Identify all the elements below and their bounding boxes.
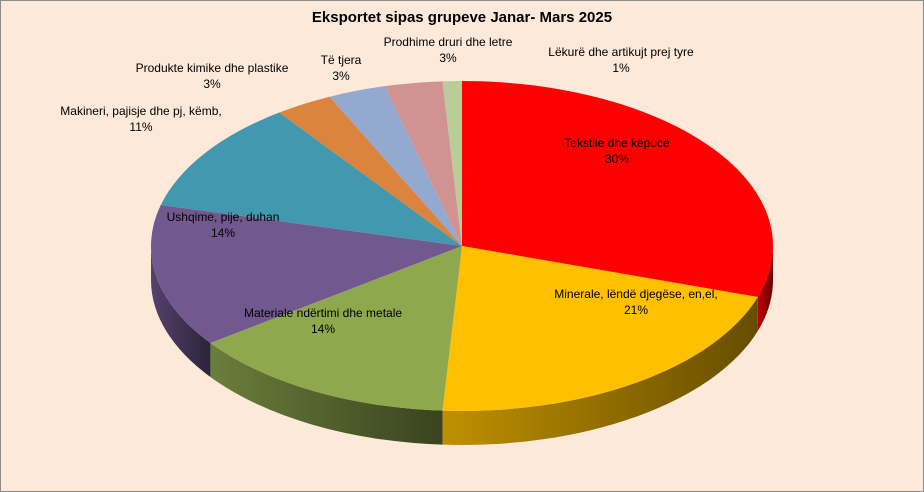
pie-tops bbox=[151, 81, 773, 411]
data-label-te-tjera: Të tjera 3% bbox=[320, 53, 362, 83]
pie-slice-4 bbox=[160, 112, 462, 246]
data-label-ushqime: Ushqime, pije, duhan 14% bbox=[166, 210, 280, 240]
pie-slice-8 bbox=[442, 81, 462, 246]
data-label-materiale: Materiale ndërtimi dhe metale 14% bbox=[243, 306, 403, 336]
pie-slice-7 bbox=[384, 81, 462, 246]
pie-sides bbox=[151, 246, 773, 445]
pie-slice-0 bbox=[462, 81, 773, 297]
pie-slice-5 bbox=[279, 96, 462, 246]
pie-slice-6 bbox=[329, 86, 462, 246]
pie-side-1 bbox=[442, 296, 758, 445]
data-label-lekure: Lëkurë dhe artikujt prej tyre 1% bbox=[548, 45, 694, 75]
data-label-tekstile: Tekstile dhe këpucë 30% bbox=[564, 136, 670, 166]
pie-side-3 bbox=[151, 246, 211, 377]
data-label-minerale: Minerale, lëndë djegëse, en,el, 21% bbox=[554, 287, 718, 317]
pie-side-2 bbox=[210, 342, 443, 445]
pie-side-0 bbox=[757, 246, 773, 331]
pie-slice-3 bbox=[151, 204, 462, 343]
pie-slice-1 bbox=[442, 246, 758, 411]
pie-slice-2 bbox=[210, 246, 462, 411]
chart-title: Eksportet sipas grupeve Janar- Mars 2025 bbox=[311, 9, 613, 26]
data-label-produkte: Produkte kimike dhe plastike 3% bbox=[135, 61, 289, 91]
data-label-prodhime: Prodhime druri dhe letre 3% bbox=[383, 35, 513, 65]
data-label-makineri: Makineri, pajisje dhe pj, këmb, 11% bbox=[60, 104, 222, 134]
